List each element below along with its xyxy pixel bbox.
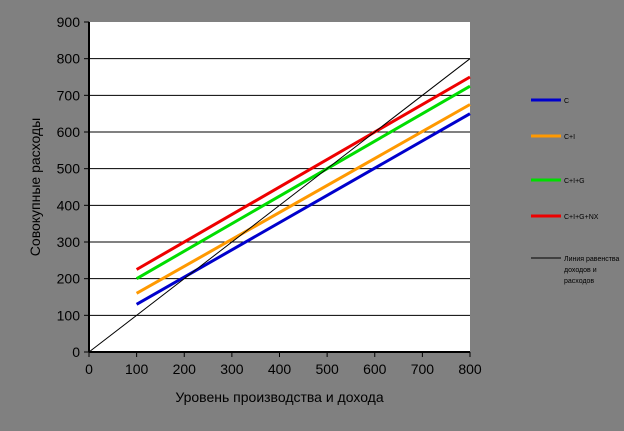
y-axis-title: Совокупные расходы xyxy=(27,118,43,256)
series-line-3 xyxy=(135,75,471,271)
x-tick-label: 500 xyxy=(315,361,339,377)
chart-legend: C C+I C+I+G C+I+G+NX Линия равенства доходов … xyxy=(531,98,620,285)
gridlines xyxy=(89,58,470,353)
series-line-2 xyxy=(135,84,471,280)
y-tick-label: 300 xyxy=(57,234,81,250)
data-series xyxy=(88,58,471,353)
y-tick-label: 0 xyxy=(72,344,80,360)
x-tick-label: 0 xyxy=(85,361,93,377)
series-line-1 xyxy=(135,103,471,295)
legend-label-4-line-1: доходов и xyxy=(564,267,597,274)
x-tick-label: 600 xyxy=(363,361,387,377)
x-tick-label: 200 xyxy=(173,361,197,377)
legend-label-4-line-0: Линия равенства xyxy=(564,256,620,263)
axis-lines xyxy=(88,22,470,353)
y-tick-label: 500 xyxy=(57,161,81,177)
x-tick-label: 100 xyxy=(125,361,149,377)
legend-label-1: C+I xyxy=(564,134,575,141)
series-line-4 xyxy=(88,58,471,353)
x-tick-label: 300 xyxy=(220,361,244,377)
y-tick-label: 600 xyxy=(57,124,81,140)
x-axis-title: Уровень производства и дохода xyxy=(175,389,384,405)
x-tick-label: 800 xyxy=(458,361,482,377)
y-tick-label: 800 xyxy=(57,51,81,67)
legend-label-4-line-2: расходов xyxy=(564,278,594,285)
y-tick-label: 100 xyxy=(57,307,81,323)
y-tick-label: 200 xyxy=(57,271,81,287)
x-tick-label: 400 xyxy=(268,361,292,377)
legend-label-0: C xyxy=(564,98,569,105)
y-tick-label: 900 xyxy=(57,14,81,30)
y-axis-tick-labels: 0 100 200 300 400 500 600 700 800 900 xyxy=(57,14,81,360)
y-tick-label: 400 xyxy=(57,197,81,213)
legend-label-2: C+I+G xyxy=(564,178,585,185)
legend-label-3: C+I+G+NX xyxy=(564,214,599,221)
x-tick-label: 700 xyxy=(411,361,435,377)
x-axis-tick-labels: 0 100 200 300 400 500 600 700 800 xyxy=(85,361,482,377)
y-tick-label: 700 xyxy=(57,87,81,103)
